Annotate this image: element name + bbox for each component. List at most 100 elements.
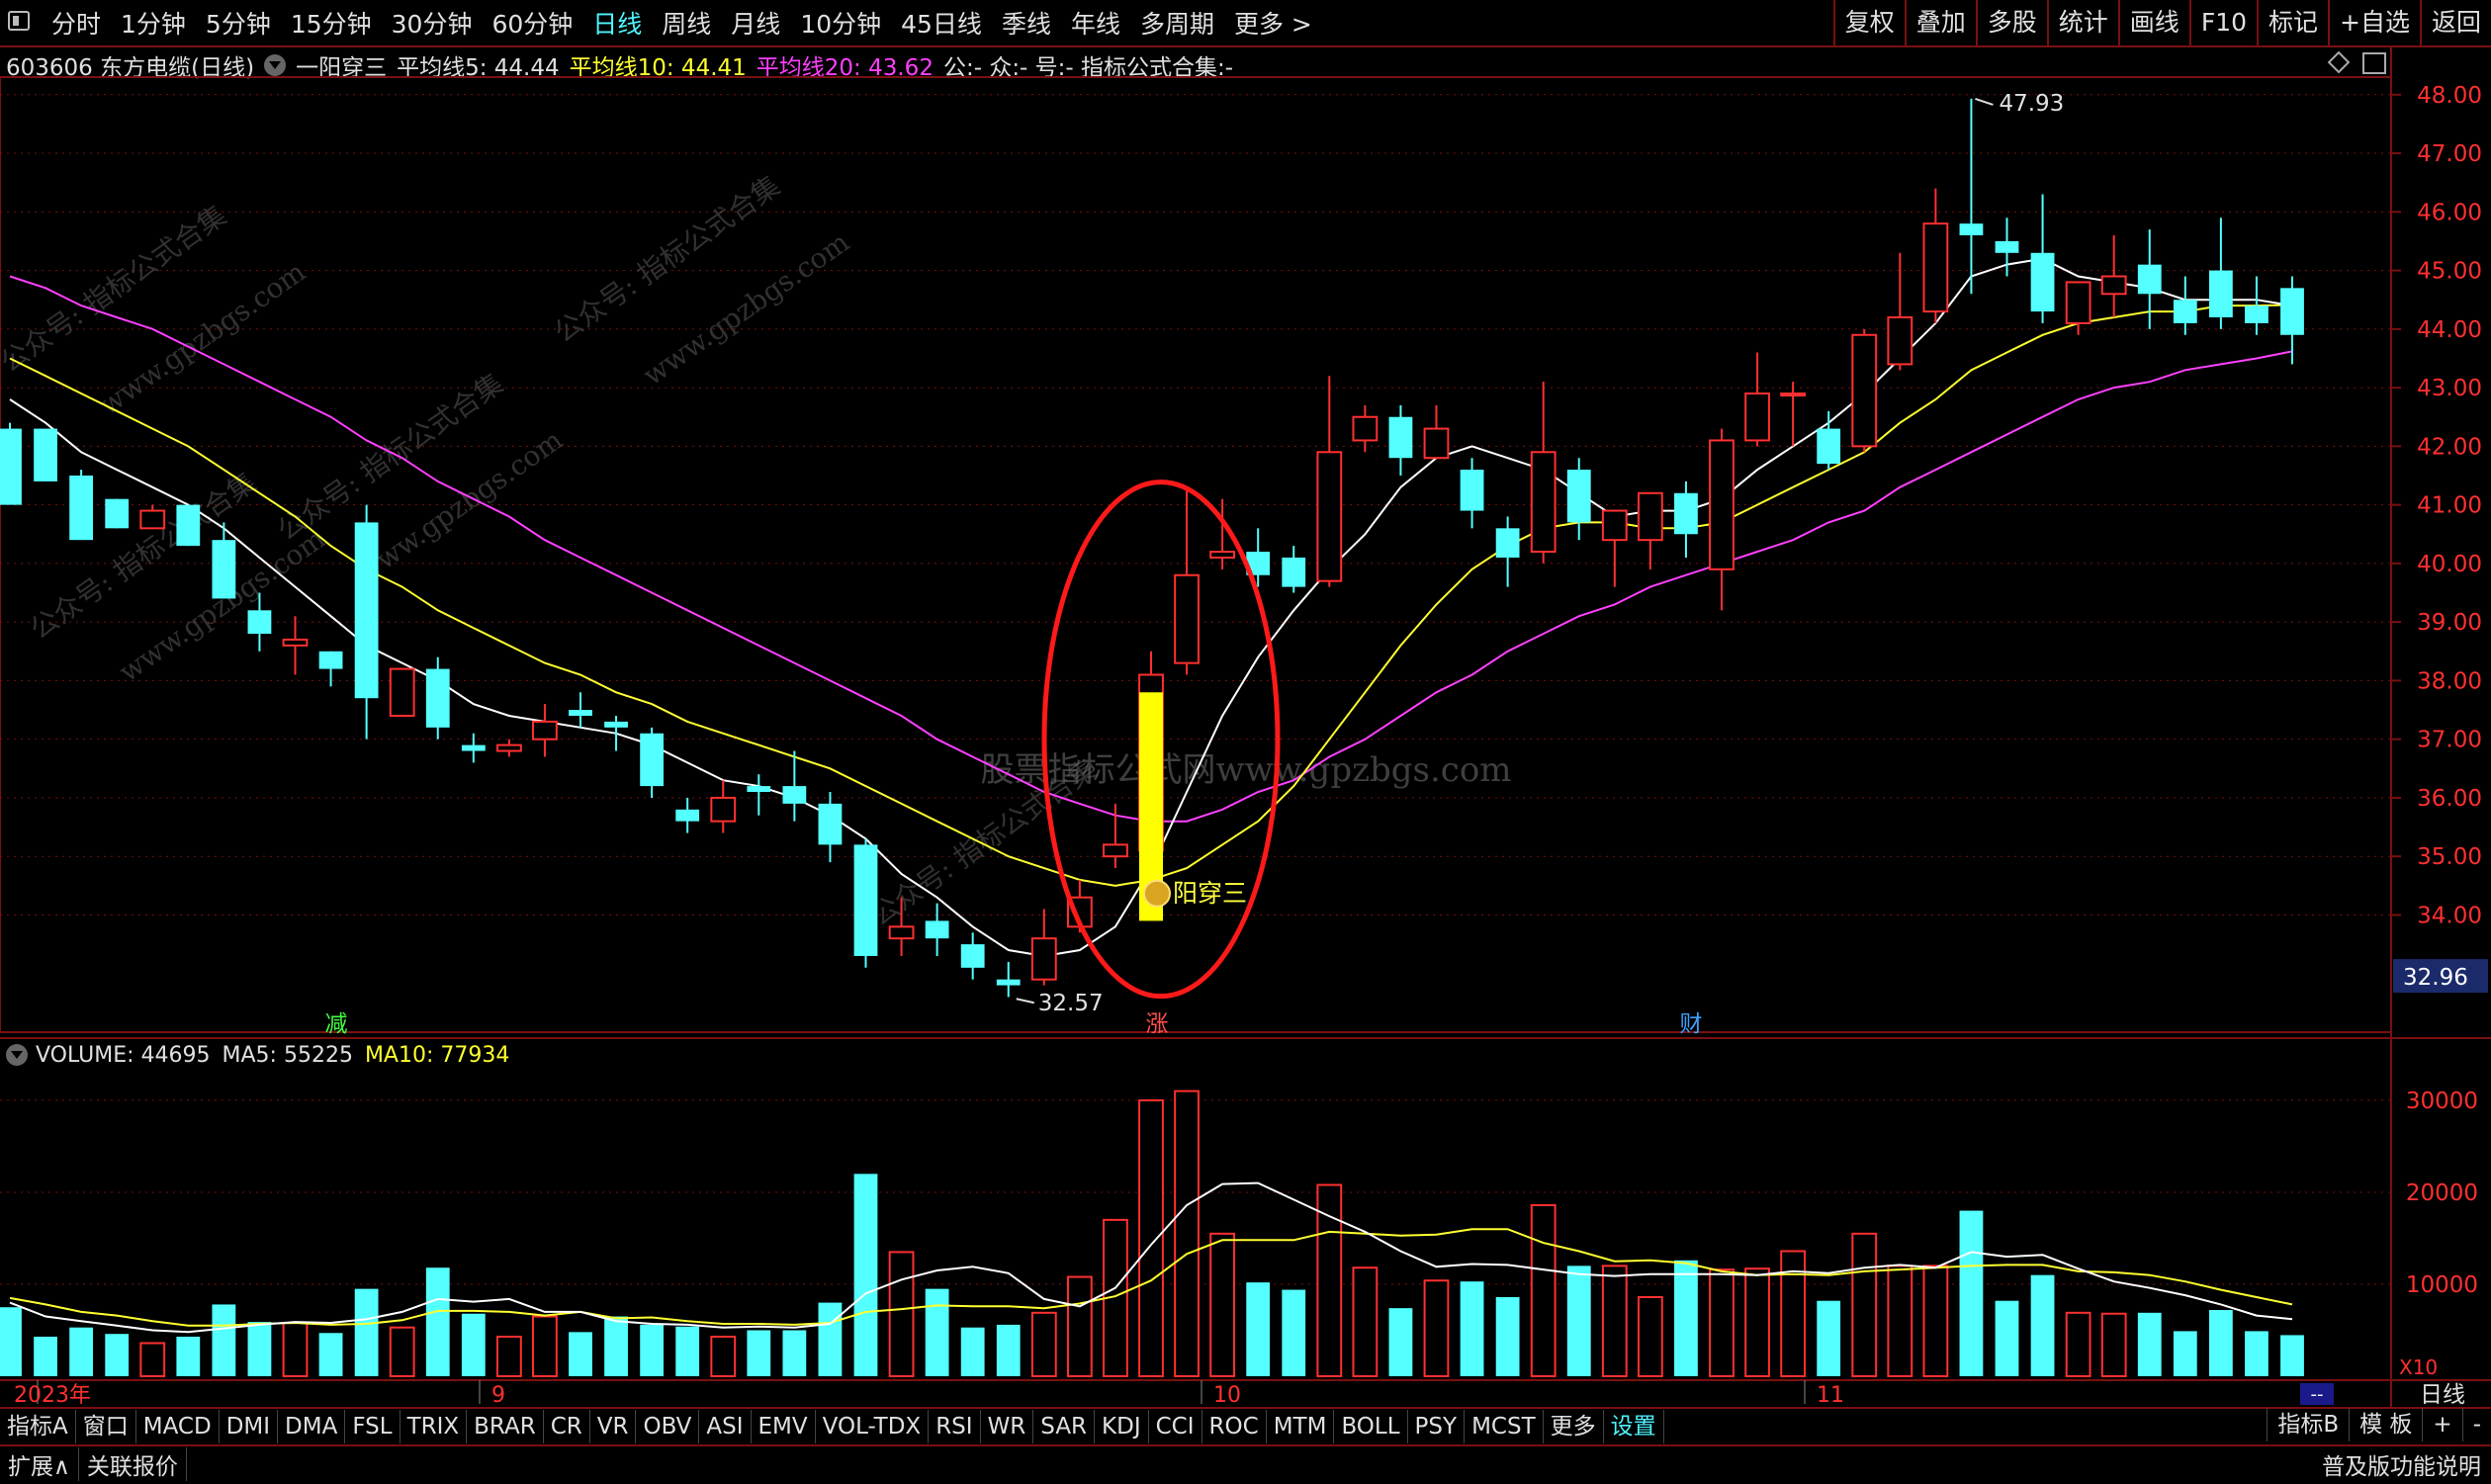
indicator-tab[interactable]: DMI	[220, 1410, 279, 1443]
candle-body	[1851, 333, 1878, 448]
stock-title: 603606 东方电缆(日线)	[6, 55, 255, 81]
period-tab[interactable]: 1分钟	[121, 10, 186, 39]
help-link[interactable]: 普及版功能说明	[2322, 1454, 2481, 1480]
indicator-tab[interactable]: 窗口	[76, 1410, 136, 1443]
indicator-tab[interactable]: WR	[981, 1410, 1034, 1443]
window-toggle-icon[interactable]	[8, 11, 30, 31]
tool-button[interactable]: 叠加	[1904, 0, 1976, 45]
date-label: 10	[1213, 1383, 1241, 1408]
price-tick-label: 47.00	[2417, 141, 2482, 167]
indicator-tab[interactable]: CR	[544, 1410, 590, 1443]
period-tab[interactable]: 更多 >	[1233, 10, 1312, 39]
indicator-tab[interactable]: EMV	[752, 1410, 816, 1443]
indicator-tab[interactable]: OBV	[636, 1410, 700, 1443]
period-tab[interactable]: 年线	[1070, 10, 1120, 39]
period-tab[interactable]: 10分钟	[800, 10, 882, 39]
vol-ma5-line	[9, 1181, 2293, 1334]
indicator-tab[interactable]: ROC	[1202, 1410, 1267, 1443]
tool-button[interactable]: +自选	[2328, 0, 2420, 45]
indicator-tab-right[interactable]: +	[2422, 1408, 2461, 1441]
candle-body	[354, 522, 379, 699]
period-tab[interactable]: 15分钟	[290, 10, 372, 39]
tool-button[interactable]: 多股	[1975, 0, 2047, 45]
tool-button[interactable]: 统计	[2046, 0, 2118, 45]
indicator-tab[interactable]: BRAR	[467, 1410, 544, 1443]
period-tab[interactable]: 周线	[662, 10, 712, 39]
price-tick-label: 39.00	[2417, 610, 2482, 636]
ma5-line	[9, 257, 2293, 958]
volume-bar	[247, 1322, 272, 1376]
period-tab[interactable]: 季线	[1001, 10, 1051, 39]
tool-button[interactable]: 返回	[2419, 0, 2491, 45]
indicator-tab[interactable]: TRIX	[400, 1410, 468, 1443]
indicator-tab[interactable]: 更多	[1544, 1410, 1604, 1443]
price-tick-label: 46.00	[2417, 200, 2482, 225]
indicator-tab[interactable]: MACD	[136, 1410, 220, 1443]
candle-body	[710, 796, 737, 823]
volume-bar	[818, 1302, 843, 1376]
indicator-tab[interactable]: BOLL	[1334, 1410, 1408, 1443]
price-tick-label: 38.00	[2417, 668, 2482, 694]
tool-button[interactable]: 复权	[1832, 0, 1905, 45]
indicator-tab[interactable]: ASI	[699, 1410, 752, 1443]
price-tick-label: 45.00	[2417, 259, 2482, 285]
period-tab[interactable]: 月线	[731, 10, 781, 39]
candle-body	[461, 744, 486, 751]
candle-body	[1566, 470, 1591, 523]
vol-ma10-line	[9, 1228, 2293, 1327]
tool-button[interactable]: F10	[2188, 0, 2257, 45]
bottom-button[interactable]: 关联报价	[79, 1447, 187, 1481]
candle-body	[105, 498, 130, 529]
indicator-tab[interactable]: PSY	[1408, 1410, 1466, 1443]
indicator-tab[interactable]: VR	[590, 1410, 637, 1443]
indicator-tab[interactable]: 设置	[1604, 1410, 1664, 1443]
tool-button[interactable]: 画线	[2117, 0, 2189, 45]
indicator-tab[interactable]: 指标A	[0, 1410, 76, 1443]
indicator-tab[interactable]: MTM	[1267, 1410, 1335, 1443]
period-tab[interactable]: 30分钟	[391, 10, 473, 39]
candle-body	[1030, 937, 1057, 981]
tool-button[interactable]: 标记	[2257, 0, 2328, 45]
bottom-button[interactable]: 扩展∧	[0, 1447, 79, 1481]
candle-body	[1066, 896, 1093, 928]
indicator-tab-right[interactable]: 模 板	[2349, 1408, 2422, 1441]
candle-body	[2245, 306, 2269, 323]
period-tab[interactable]: 60分钟	[491, 10, 574, 39]
volume-value: VOLUME: 44695	[36, 1042, 211, 1068]
watermark-text: www.gpzbgs.com	[113, 522, 331, 688]
volume-tick-label: 10000	[2406, 1272, 2478, 1298]
indicator-tab[interactable]: KDJ	[1095, 1410, 1149, 1443]
volume-bar	[495, 1335, 522, 1377]
indicator-tab-right[interactable]: -	[2461, 1408, 2491, 1441]
period-tab[interactable]: 5分钟	[205, 10, 271, 39]
candle-body	[1174, 573, 1200, 664]
period-tab[interactable]: 45日线	[901, 10, 982, 39]
candle-body	[2137, 264, 2162, 295]
indicator-tab[interactable]: SAR	[1033, 1410, 1096, 1443]
collapse-icon[interactable]	[264, 54, 287, 76]
volume-bar	[1744, 1267, 1770, 1377]
volume-collapse-icon[interactable]	[6, 1044, 28, 1066]
candle-body	[2100, 275, 2127, 296]
period-tab[interactable]: 日线	[592, 10, 643, 39]
price-tick-label: 41.00	[2417, 493, 2482, 519]
volume-bar	[1922, 1265, 1949, 1378]
diamond-icon	[2327, 50, 2351, 74]
price-tick-label: 35.00	[2417, 844, 2482, 870]
candle-body	[495, 743, 522, 752]
indicator-tab-right[interactable]: 指标B	[2267, 1408, 2349, 1441]
indicator-tab[interactable]: MCST	[1465, 1410, 1544, 1443]
indicator-tab[interactable]: FSL	[345, 1410, 400, 1443]
indicator-tab[interactable]: VOL-TDX	[816, 1410, 930, 1443]
candle-body	[247, 610, 272, 635]
indicator-tab[interactable]: DMA	[278, 1410, 346, 1443]
price-panel-frame	[0, 76, 2392, 1033]
period-tab[interactable]: 分时	[51, 10, 102, 39]
volume-bar	[1709, 1268, 1735, 1377]
ma5-value: 平均线5: 44.44	[397, 55, 560, 81]
indicator-tab[interactable]: CCI	[1149, 1410, 1202, 1443]
period-tab[interactable]: 多周期	[1139, 10, 1214, 39]
price-tick-label: 37.00	[2417, 728, 2482, 753]
indicator-tab[interactable]: RSI	[929, 1410, 981, 1443]
